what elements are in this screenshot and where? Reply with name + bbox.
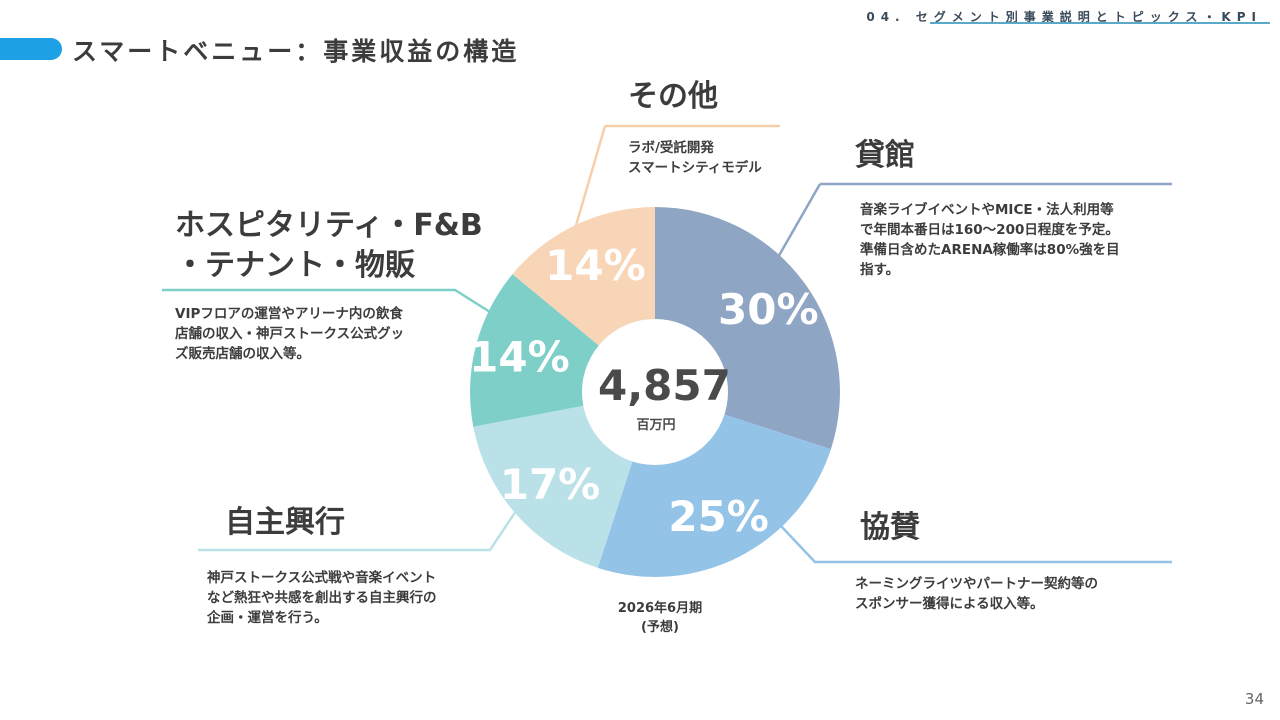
total-value: 4,857 bbox=[598, 361, 731, 410]
page-title: スマートベニュー：事業収益の構造 bbox=[72, 37, 520, 66]
category-desc-rental: 音楽ライブイベントやMICE・法人利用等 で年間本番日は160〜200日程度を予… bbox=[860, 202, 1120, 278]
period-label: 2026年6月期 bbox=[617, 601, 703, 616]
category-title-other: その他 bbox=[628, 79, 718, 114]
category-title-hospitality: ホスピタリティ・F&B ・テナント・物販 bbox=[175, 208, 483, 283]
category-desc-sponsorship: ネーミングライツやパートナー契約等の スポンサー獲得による収入等。 bbox=[855, 576, 1098, 612]
section-header: 04. セグメント別事業説明とトピックス・KPI bbox=[866, 10, 1262, 24]
category-title-rental: 貸館 bbox=[855, 138, 915, 173]
donut-hole bbox=[582, 319, 728, 465]
leader-line-self-events bbox=[198, 504, 522, 552]
category-desc-other: ラボ/受託開発 スマートシティモデル bbox=[628, 140, 762, 176]
header-rule bbox=[930, 22, 1270, 24]
category-desc-self-events: 神戸ストークス公式戦や音楽イベント など熱狂や共感を創出する自主興行の 企画・運… bbox=[207, 570, 437, 626]
pct-label-rental: 30% bbox=[718, 285, 819, 334]
category-desc-hospitality: VIPフロアの運営やアリーナ内の飲食 店舗の収入・神戸ストークス公式グッ ズ販売… bbox=[175, 306, 405, 362]
pct-label-self-events: 17% bbox=[500, 460, 601, 509]
title-accent-bar bbox=[0, 38, 62, 60]
leader-line-hospitality bbox=[162, 288, 491, 314]
page-number: 34 bbox=[1244, 690, 1264, 708]
leader-line-sponsorship bbox=[779, 524, 1172, 564]
category-title-self-events: 自主興行 bbox=[225, 505, 345, 540]
pct-label-sponsorship: 25% bbox=[668, 492, 769, 541]
total-unit: 百万円 bbox=[636, 418, 676, 433]
category-title-sponsorship: 協賛 bbox=[860, 510, 920, 545]
period-note: (予想) bbox=[641, 620, 679, 635]
pct-label-other: 14% bbox=[545, 241, 646, 290]
pct-label-hospitality: 14% bbox=[469, 333, 570, 382]
